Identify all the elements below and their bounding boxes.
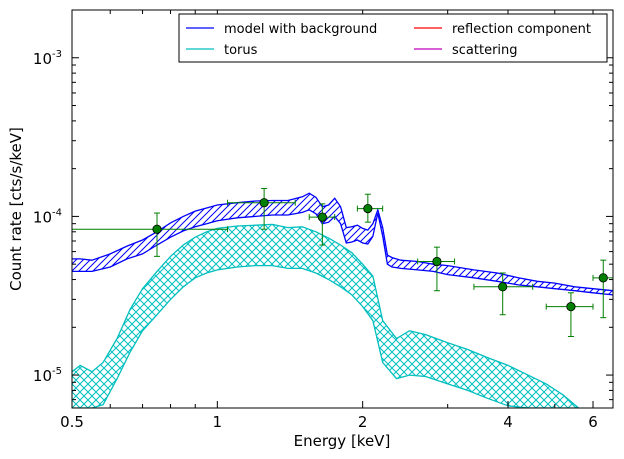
data-point: [308, 203, 336, 246]
data-marker: [598, 273, 608, 283]
torus-band-fill: [72, 224, 579, 408]
x-axis-ticks: 0.5 1 2 4 6: [60, 10, 598, 431]
x-tick-label: 4: [503, 413, 513, 431]
model-with-background-band-fill: [72, 193, 613, 295]
data-marker: [259, 198, 269, 208]
plot-frame: [71, 9, 614, 409]
legend-label: scattering: [452, 43, 518, 58]
y-tick-label: 10-5: [33, 366, 62, 385]
data-marker: [152, 224, 162, 234]
torus-lower-line: [72, 264, 579, 408]
data-point: [473, 272, 534, 316]
data-point: [72, 212, 229, 257]
data-points: [72, 187, 613, 338]
y-axis-label: Count rate [cts/s/keV]: [7, 127, 25, 291]
torus-upper-line: [72, 223, 580, 408]
legend-label: model with background: [224, 22, 377, 37]
data-point: [592, 259, 613, 319]
y-tick-label: 10-3: [33, 49, 62, 68]
data-point: [417, 246, 456, 292]
data-marker: [363, 204, 373, 214]
x-tick-label: 6: [588, 413, 598, 431]
x-tick-label: 1: [213, 413, 223, 431]
data-point: [227, 187, 296, 230]
legend: model with background reflection componen…: [178, 13, 608, 63]
model-bands: [72, 192, 613, 408]
data-point: [545, 292, 594, 338]
data-point: [356, 193, 384, 223]
x-tick-label: 2: [358, 413, 368, 431]
data-marker: [566, 302, 576, 312]
y-tick-label: 10-4: [33, 207, 62, 226]
legend-label: torus: [224, 43, 258, 58]
data-marker: [432, 256, 442, 267]
y-axis-ticks: 10-5 10-4 10-3: [33, 49, 613, 401]
x-tick-label: 0.5: [60, 413, 84, 431]
legend-box: [178, 13, 608, 63]
data-marker: [317, 212, 327, 222]
x-axis-label: Energy [keV]: [294, 432, 391, 450]
legend-label: reflection component: [452, 22, 591, 37]
model-with-background-upper-line: [72, 192, 613, 292]
model-with-background-lower-line: [72, 209, 613, 296]
data-marker: [498, 282, 508, 292]
